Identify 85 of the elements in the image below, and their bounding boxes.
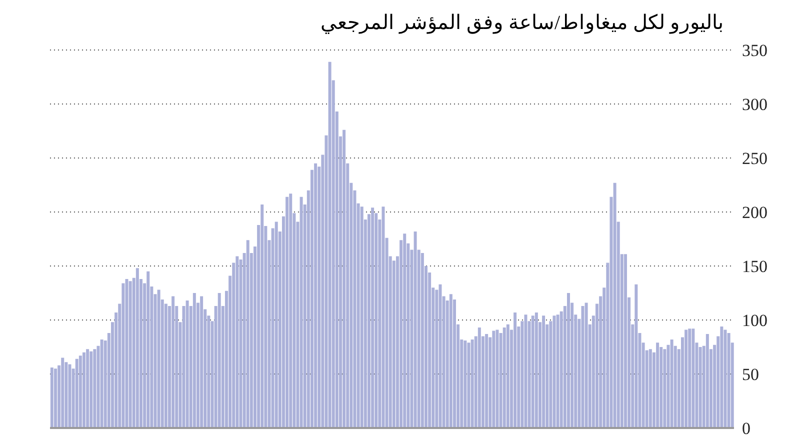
bar xyxy=(75,358,78,428)
bar xyxy=(464,340,467,428)
bar xyxy=(624,254,627,428)
bar xyxy=(360,206,364,428)
bar xyxy=(125,278,128,428)
bar xyxy=(556,314,560,428)
bar xyxy=(78,356,82,428)
bar xyxy=(192,293,196,428)
bar xyxy=(246,240,250,428)
bar xyxy=(146,271,150,428)
y-tick-label: 0 xyxy=(742,419,750,438)
bar xyxy=(684,330,688,428)
y-tick-label: 350 xyxy=(742,41,768,60)
bar xyxy=(164,304,168,428)
bar xyxy=(727,332,730,428)
bar xyxy=(492,330,496,428)
y-tick-label: 300 xyxy=(742,95,768,114)
bar xyxy=(531,316,534,428)
bar xyxy=(54,368,57,428)
chart-title: باليورو لكل ميغاواط/ساعة وفق المؤشر المرجعي xyxy=(319,11,725,36)
bar xyxy=(50,368,54,428)
y-tick-label: 200 xyxy=(742,203,768,222)
bar xyxy=(648,349,652,428)
bar xyxy=(300,196,303,428)
bar xyxy=(478,328,481,428)
bar xyxy=(236,256,239,428)
bar xyxy=(122,283,125,428)
bar xyxy=(584,302,588,428)
bar xyxy=(342,130,346,428)
bar xyxy=(61,358,64,428)
y-tick-label: 100 xyxy=(742,311,768,330)
bar xyxy=(706,334,709,428)
bar xyxy=(274,222,278,428)
bar xyxy=(420,253,424,428)
bar xyxy=(720,326,724,428)
y-tick-label: 250 xyxy=(742,149,768,168)
bar xyxy=(90,351,93,428)
bar xyxy=(656,342,660,428)
bar xyxy=(260,204,264,428)
bar xyxy=(485,334,488,428)
bar xyxy=(93,349,96,428)
y-tick-label: 150 xyxy=(742,257,768,276)
bar xyxy=(670,339,674,428)
bar xyxy=(581,306,584,428)
bar xyxy=(506,324,510,428)
bar xyxy=(514,312,517,428)
bar xyxy=(100,339,104,428)
bar xyxy=(382,206,385,428)
bar xyxy=(724,330,727,428)
bar xyxy=(157,290,160,428)
bar xyxy=(524,314,528,428)
bar xyxy=(82,352,86,428)
bar xyxy=(438,284,442,428)
bar xyxy=(502,328,506,428)
bar xyxy=(496,330,499,428)
bar xyxy=(634,284,638,428)
bar xyxy=(470,339,474,428)
bar xyxy=(613,182,616,428)
bar xyxy=(136,268,139,428)
bar xyxy=(128,281,132,428)
bar xyxy=(186,300,189,428)
bar xyxy=(449,294,452,428)
y-tick-label: 50 xyxy=(742,365,759,384)
bar xyxy=(314,163,318,428)
bar xyxy=(218,293,221,428)
bar xyxy=(542,316,546,428)
bar xyxy=(403,234,406,428)
bar xyxy=(328,62,332,428)
bar xyxy=(68,364,72,428)
bar xyxy=(467,342,470,428)
bar xyxy=(534,312,538,428)
bar xyxy=(566,293,570,428)
bar xyxy=(286,196,289,428)
bar xyxy=(414,231,417,428)
bar xyxy=(86,349,90,428)
bar xyxy=(392,260,396,428)
bar xyxy=(64,362,68,428)
bar xyxy=(172,296,175,428)
bar xyxy=(289,194,292,428)
bar xyxy=(371,208,374,428)
bar xyxy=(663,349,666,428)
bar xyxy=(692,328,695,428)
bar xyxy=(200,296,204,428)
bar xyxy=(552,316,556,428)
bar xyxy=(688,328,692,428)
